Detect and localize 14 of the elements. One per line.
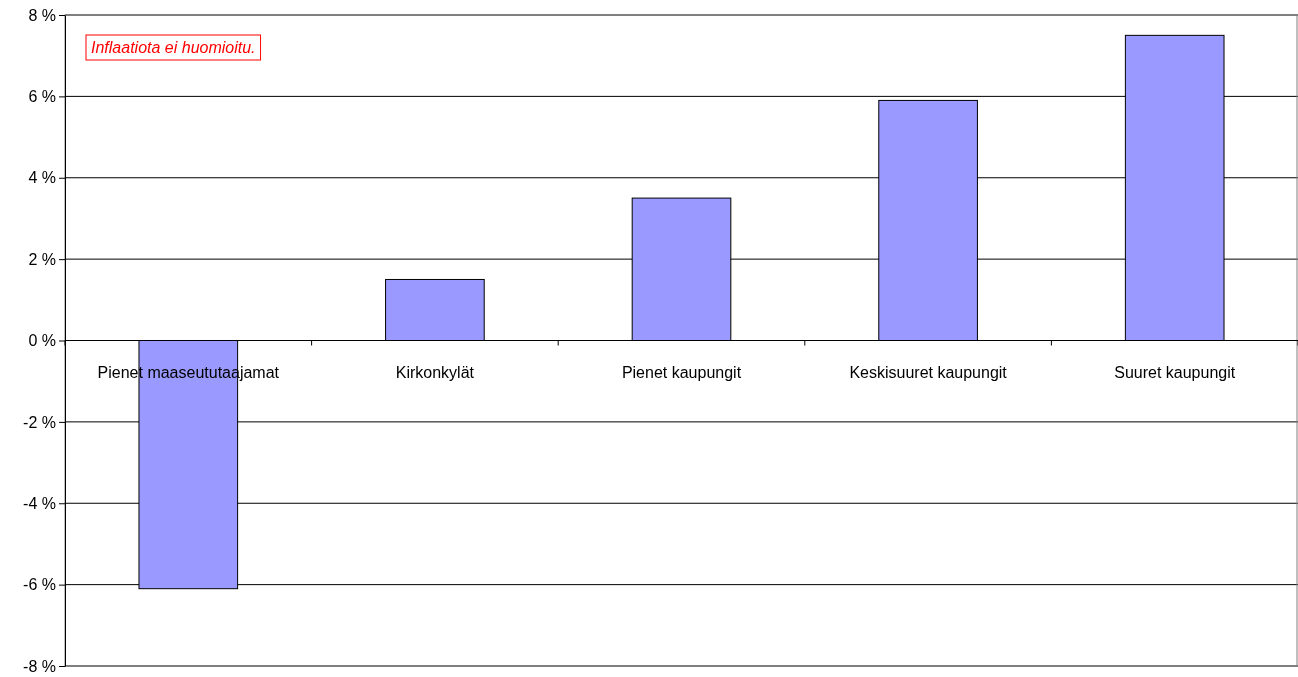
x-tick-label: Suuret kaupungit: [1114, 363, 1236, 381]
x-tick-label: Pienet kaupungit: [621, 363, 742, 381]
y-tick-label: -6 %: [23, 576, 56, 594]
annotation: Inflaatiota ei huomioitu.: [91, 39, 256, 56]
y-tick-label: 8 %: [28, 6, 56, 24]
y-tick-label: 0 %: [28, 332, 56, 350]
y-tick-label: 6 %: [28, 88, 56, 105]
y-tick-label: -4 %: [23, 494, 56, 512]
y-tick-label: 4 %: [28, 169, 56, 187]
y-tick-label: -8 %: [23, 657, 56, 675]
y-tick-label: 2 %: [28, 250, 56, 268]
x-tick-label: Keskisuuret kaupungit: [849, 363, 1008, 381]
y-tick-label: -2 %: [23, 413, 56, 431]
x-tick-label: Kirkonkylät: [395, 363, 475, 381]
